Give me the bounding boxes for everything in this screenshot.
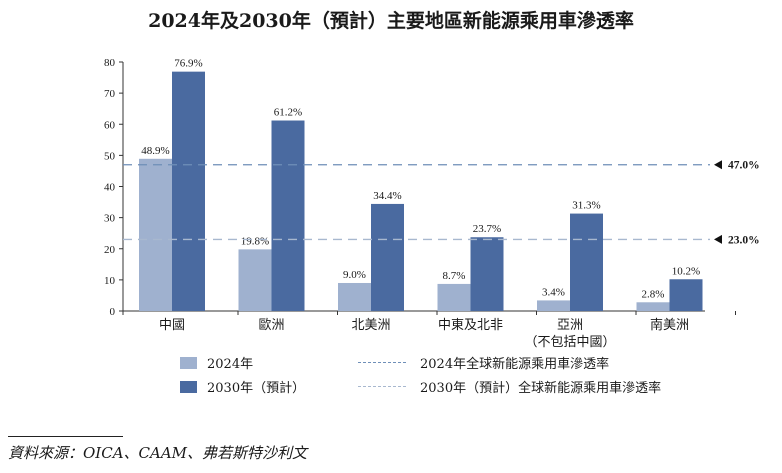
- reference-arrow-1: [714, 160, 722, 170]
- bar-2030-2: [371, 203, 404, 311]
- data-label-2024-4: 3.4%: [542, 286, 565, 298]
- data-label-2024-5: 2.8%: [642, 288, 665, 300]
- legend-label-line-2024: 2024年全球新能源乘用車滲透率: [420, 357, 610, 372]
- data-label-2030-0: 76.9%: [174, 58, 202, 70]
- bar-2024-0: [139, 158, 172, 311]
- legend-swatch-2024: [180, 356, 197, 369]
- legend-dash-2030: [358, 386, 406, 387]
- data-label-2030-2: 34.4%: [373, 190, 401, 202]
- bar-2030-3: [470, 237, 504, 311]
- y-tick-label-0: 0: [110, 306, 116, 318]
- bar-2030-4: [570, 213, 603, 311]
- y-tick-label-60: 60: [104, 119, 116, 131]
- legend-item-line-2030: 2030年（預計）全球新能源乘用車滲透率: [358, 377, 661, 396]
- category-label-3-0: 中東及北非: [438, 317, 503, 333]
- category-label-2-0: 北美洲: [351, 318, 390, 333]
- category-label-5-0: 南美洲: [650, 317, 689, 333]
- bar-2024-1: [238, 249, 272, 311]
- data-label-2024-0: 48.9%: [141, 145, 169, 157]
- category-label-4-1: （不包括中國）: [524, 335, 615, 350]
- source-note: 資料來源：OICA、CAAM、弗若斯特沙利文: [8, 444, 308, 462]
- y-tick-label-50: 50: [104, 150, 116, 162]
- data-label-2030-1: 61.2%: [274, 107, 302, 119]
- category-label-0-0: 中國: [159, 318, 185, 333]
- chart-title: 2024年及2030年（預計）主要地區新能源乘用車滲透率: [148, 10, 634, 32]
- y-tick-label-80: 80: [104, 57, 116, 69]
- bar-2030-0: [172, 71, 205, 312]
- data-label-2030-5: 10.2%: [672, 265, 700, 277]
- legend-item-line-2024: 2024年全球新能源乘用車滲透率: [358, 353, 609, 372]
- bar-2024-2: [338, 282, 371, 311]
- legend-item-2030: 2030年（預計）: [180, 377, 305, 396]
- legend-label-2024: 2024年: [207, 357, 254, 372]
- data-label-2030-4: 31.3%: [572, 200, 600, 212]
- data-label-2030-3: 23.7%: [473, 223, 501, 235]
- legend-item-2024: 2024年: [180, 353, 253, 372]
- y-tick-label-70: 70: [104, 88, 116, 100]
- legend-label-2030: 2030年（預計）: [207, 381, 306, 396]
- bar-2024-4: [537, 300, 570, 311]
- legend-label-line-2030: 2030年（預計）全球新能源乘用車滲透率: [420, 381, 662, 396]
- category-label-4-0: 亞洲: [557, 318, 583, 333]
- y-tick-label-40: 40: [104, 182, 116, 194]
- category-label-1-0: 歐洲: [258, 318, 284, 333]
- reference-arrow-0: [714, 234, 722, 244]
- data-label-2024-1: 19.8%: [241, 235, 269, 247]
- bar-2030-5: [669, 279, 703, 311]
- bar-2030-1: [271, 120, 305, 311]
- y-tick-label-10: 10: [104, 275, 116, 287]
- data-label-2024-2: 9.0%: [343, 269, 366, 281]
- y-tick-label-30: 30: [104, 213, 116, 225]
- legend-dash-2024: [358, 362, 406, 363]
- y-tick-label-20: 20: [104, 244, 116, 256]
- legend-swatch-2030: [180, 380, 197, 393]
- reference-label-1: 47.0%: [728, 160, 760, 172]
- bar-2024-5: [636, 302, 670, 311]
- data-label-2024-3: 8.7%: [443, 270, 466, 282]
- source-divider: [8, 436, 123, 437]
- reference-label-0: 23.0%: [728, 234, 760, 246]
- bar-2024-3: [437, 283, 471, 311]
